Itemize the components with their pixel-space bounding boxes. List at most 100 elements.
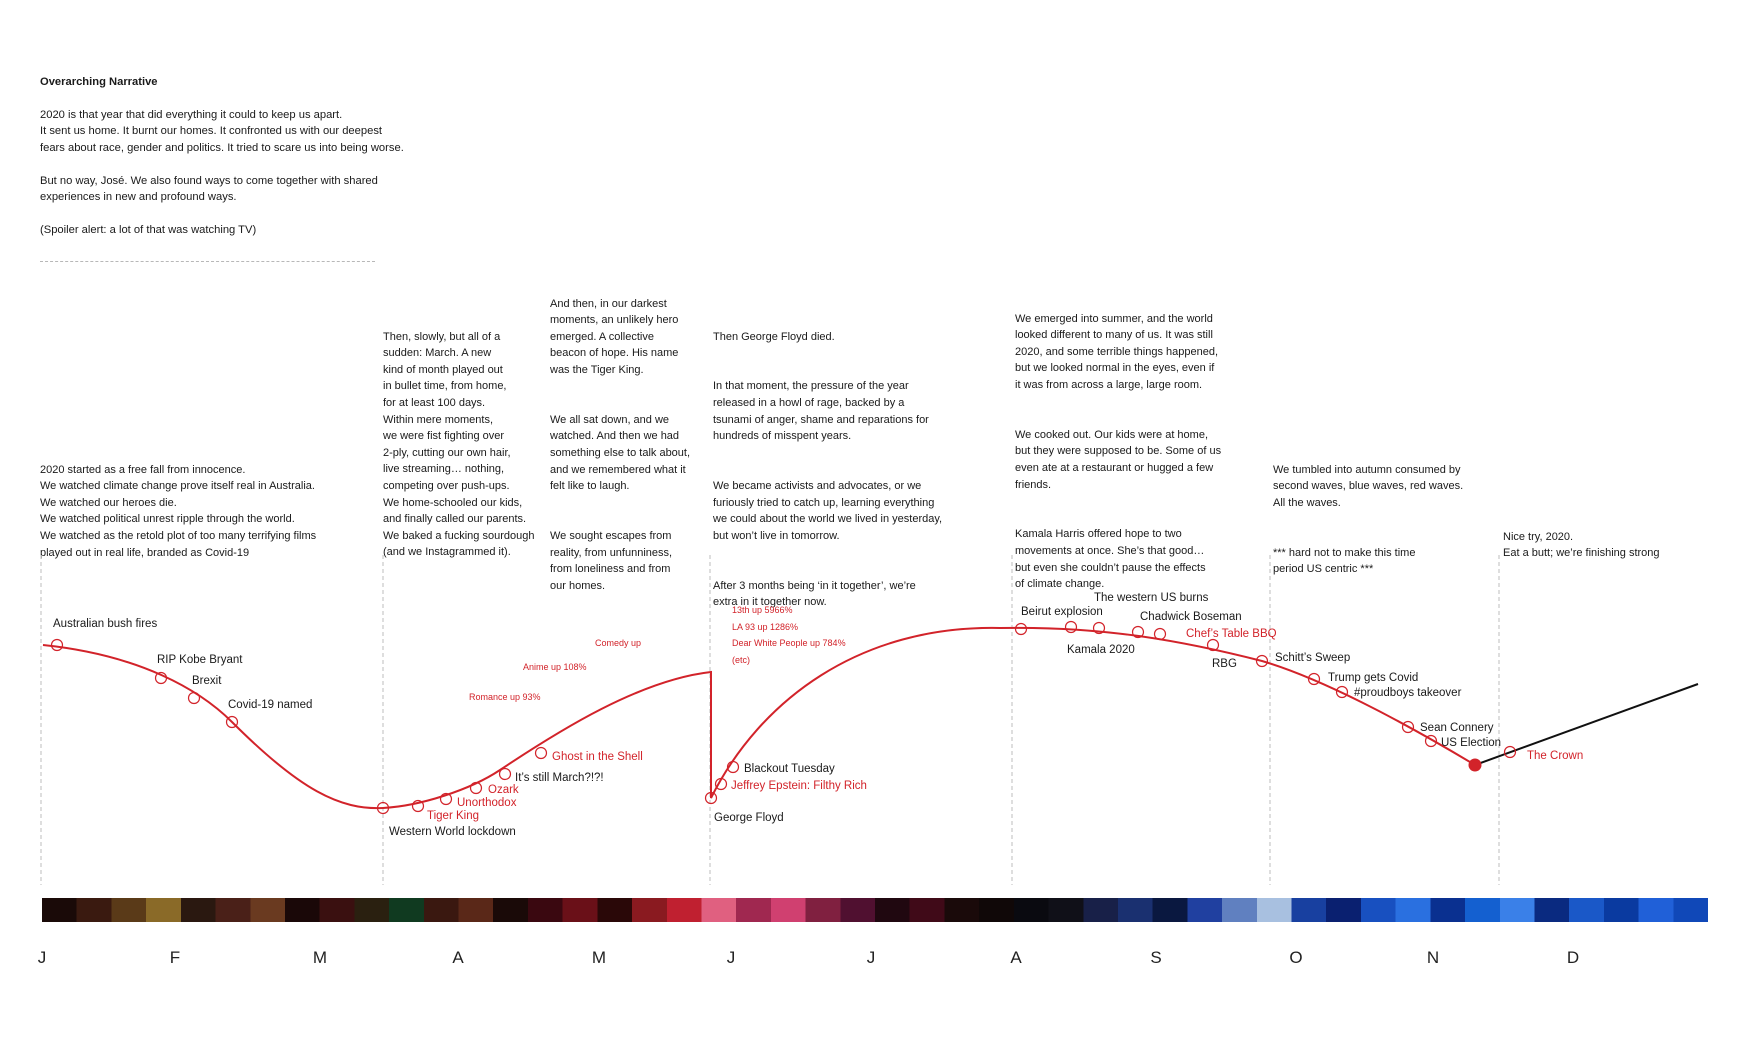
event-label: RIP Kobe Bryant <box>157 654 243 666</box>
stat-line: (etc) <box>732 655 750 665</box>
mood-curve <box>42 626 1476 810</box>
event-marker <box>704 791 718 805</box>
event-label: It’s still March?!?! <box>515 772 604 784</box>
event-label: #proudboys takeover <box>1354 687 1462 699</box>
event-marker <box>225 715 239 729</box>
event-label: Schitt’s Sweep <box>1275 652 1350 664</box>
genre-note: Comedy up <box>595 638 641 648</box>
event-marker <box>726 760 740 774</box>
event-label: The Crown <box>1527 750 1583 762</box>
month-label-mar: M <box>312 948 328 967</box>
event-label: Western World lockdown <box>389 826 516 838</box>
narrative-march: Then, slowly, but all of a sudden: March… <box>383 312 543 578</box>
narrative-october: We tumbled into autumn consumed by secon… <box>1273 445 1493 594</box>
event-label: Ghost in the Shell <box>552 751 643 763</box>
intro-heading: Overarching Narrative <box>40 76 158 88</box>
event-marker <box>1255 654 1269 668</box>
event-marker <box>1206 638 1220 652</box>
narrative-june: Then George Floyd died. In that moment, … <box>713 312 963 627</box>
current-position-dot <box>1468 758 1482 772</box>
event-label: Ozark <box>488 784 519 796</box>
event-label: Blackout Tuesday <box>744 763 835 775</box>
narrative-december: Nice try, 2020. Eat a butt; we’re finish… <box>1503 512 1733 578</box>
stat-line: 13th up 5966% <box>732 605 793 615</box>
event-marker <box>1401 720 1415 734</box>
event-marker <box>498 767 512 781</box>
event-label: Jeffrey Epstein: Filthy Rich <box>731 780 867 792</box>
event-labels: Australian bush fires RIP Kobe Bryant Br… <box>53 592 1583 838</box>
genre-notes: Romance up 93% Anime up 108% Comedy up <box>469 638 641 702</box>
event-marker <box>1064 620 1078 634</box>
event-label: Brexit <box>192 675 222 687</box>
intro-block: Overarching Narrative 2020 is that year … <box>40 74 420 255</box>
event-marker <box>154 671 168 685</box>
month-label-dec: D <box>1566 948 1580 967</box>
event-label: George Floyd <box>714 812 784 824</box>
month-label-sep: S <box>1150 948 1162 967</box>
narrative-paragraph: After 3 months being ‘in it together’, w… <box>713 579 916 609</box>
event-marker <box>439 792 453 806</box>
stat-line: LA 93 up 1286% <box>732 622 798 632</box>
month-label-may: M <box>591 948 607 967</box>
month-label-jul: J <box>866 948 876 967</box>
event-label: Covid-19 named <box>228 699 312 711</box>
event-marker <box>1503 745 1517 759</box>
event-label: RBG <box>1212 658 1237 670</box>
event-label: Sean Connery <box>1420 722 1494 734</box>
event-label: US Election <box>1441 737 1501 749</box>
month-label-jan: J <box>37 948 47 967</box>
narrative-paragraph: We became activists and advocates, or we… <box>713 479 943 542</box>
narrative-paragraph: In that moment, the pressure of the year… <box>713 380 929 443</box>
event-marker <box>376 801 390 815</box>
narrative-paragraph: Then George Floyd died. <box>713 330 835 343</box>
intro-paragraph: But no way, José. We also found ways to … <box>40 174 378 204</box>
event-marker <box>1424 734 1438 748</box>
intro-paragraph: 2020 is that year that did everything it… <box>40 108 404 154</box>
month-label-aug: A <box>1010 948 1022 967</box>
intro-paragraph: (Spoiler alert: a lot of that was watchi… <box>40 224 257 236</box>
narrative-paragraph: We tumbled into autumn consumed by secon… <box>1273 463 1464 509</box>
narrative-paragraph: We cooked out. Our kids were at home, bu… <box>1015 428 1222 491</box>
narrative-april: And then, in our darkest moments, an unl… <box>550 279 710 611</box>
intro-divider <box>40 261 375 262</box>
narrative-paragraph: We all sat down, and we watched. And the… <box>550 413 691 493</box>
event-marker <box>1131 625 1145 639</box>
event-marker <box>469 781 483 795</box>
event-marker <box>1014 622 1028 636</box>
event-marker <box>50 638 64 652</box>
event-marker <box>1335 685 1349 699</box>
event-markers <box>50 620 1517 815</box>
narrative-paragraph: *** hard not to make this time period US… <box>1273 546 1416 576</box>
stats-block: 13th up 5966% LA 93 up 1286% Dear White … <box>732 605 846 665</box>
month-label-oct: O <box>1289 948 1303 967</box>
event-marker <box>411 799 425 813</box>
narrative-paragraph: And then, in our darkest moments, an unl… <box>550 297 679 376</box>
event-label: The western US burns <box>1094 592 1209 604</box>
event-label: Kamala 2020 <box>1067 644 1135 656</box>
narrative-paragraph: Kamala Harris offered hope to two moveme… <box>1015 528 1206 591</box>
event-label: Australian bush fires <box>53 618 157 630</box>
stat-line: Dear White People up 784% <box>732 638 846 648</box>
projected-curve <box>1474 683 1699 766</box>
event-label: Unorthodox <box>457 797 517 809</box>
event-marker <box>187 691 201 705</box>
event-label: Beirut explosion <box>1021 606 1103 618</box>
narrative-paragraph: 2020 started as a free fall from innocen… <box>40 463 317 559</box>
viewing-color-strip <box>42 898 1708 922</box>
narrative-paragraph: Then, slowly, but all of a sudden: March… <box>383 330 535 559</box>
narrative-august: We emerged into summer, and the world lo… <box>1015 294 1255 609</box>
genre-note: Anime up 108% <box>523 662 587 672</box>
narrative-paragraph: We emerged into summer, and the world lo… <box>1015 312 1219 391</box>
event-marker <box>534 746 548 760</box>
genre-note: Romance up 93% <box>469 692 541 702</box>
narrative-january: 2020 started as a free fall from innocen… <box>40 445 370 578</box>
month-label-feb: F <box>169 948 181 967</box>
event-label: Chef’s Table BBQ <box>1186 628 1277 640</box>
month-label-nov: N <box>1426 948 1440 967</box>
month-label-apr: A <box>452 948 464 967</box>
event-marker <box>714 777 728 791</box>
event-marker <box>1153 627 1167 641</box>
event-label: Tiger King <box>427 810 479 822</box>
event-label: Chadwick Boseman <box>1140 611 1242 623</box>
